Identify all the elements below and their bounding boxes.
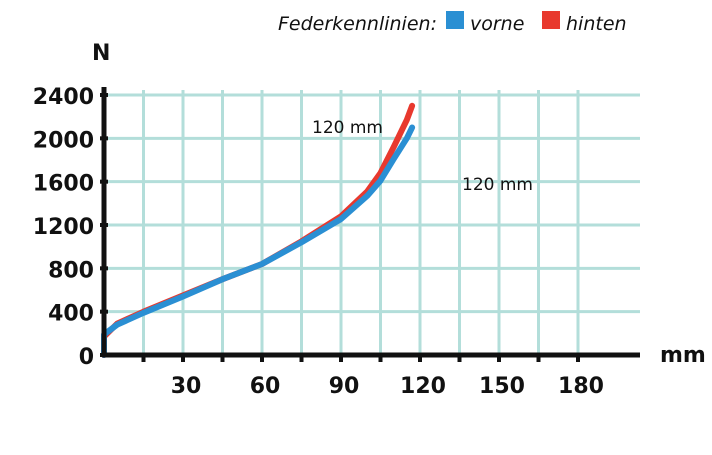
x-axis-label: mm	[660, 343, 706, 368]
legend: Federkennlinien: vorne hinten	[278, 11, 627, 35]
series-line-hinten	[101, 102, 416, 358]
grid	[104, 90, 640, 355]
y-axis-label: N	[92, 41, 110, 66]
legend-swatch-hinten	[542, 11, 560, 29]
y-tick-label: 1600	[33, 172, 94, 197]
x-tick-label: 180	[558, 374, 604, 399]
annotation-hinten: 120 mm	[312, 118, 383, 138]
annotation-vorne: 120 mm	[462, 175, 533, 195]
y-tick-label: 1200	[33, 215, 94, 240]
series-line-vorne	[101, 124, 416, 358]
y-tick-label: 2400	[33, 85, 94, 110]
legend-label-hinten: hinten	[566, 13, 627, 35]
legend-title: Federkennlinien:	[278, 13, 437, 35]
legend-swatch-vorne	[446, 11, 464, 29]
y-tick-label: 2000	[33, 128, 94, 153]
y-tick-label: 0	[79, 345, 94, 370]
x-tick-label: 150	[479, 374, 525, 399]
x-tick-label: 60	[250, 374, 281, 399]
y-tick-label: 400	[48, 302, 94, 327]
tick-labels: 0 400 800 1200 1600 2000 2400 30 60 90 120 150 180	[33, 85, 604, 399]
x-tick-label: 90	[329, 374, 360, 399]
y-tick-label: 800	[48, 258, 94, 283]
x-tick-label: 120	[400, 374, 446, 399]
series-lines	[101, 102, 416, 358]
legend-label-vorne: vorne	[470, 13, 524, 35]
axes	[100, 87, 640, 362]
x-tick-label: 30	[171, 374, 202, 399]
